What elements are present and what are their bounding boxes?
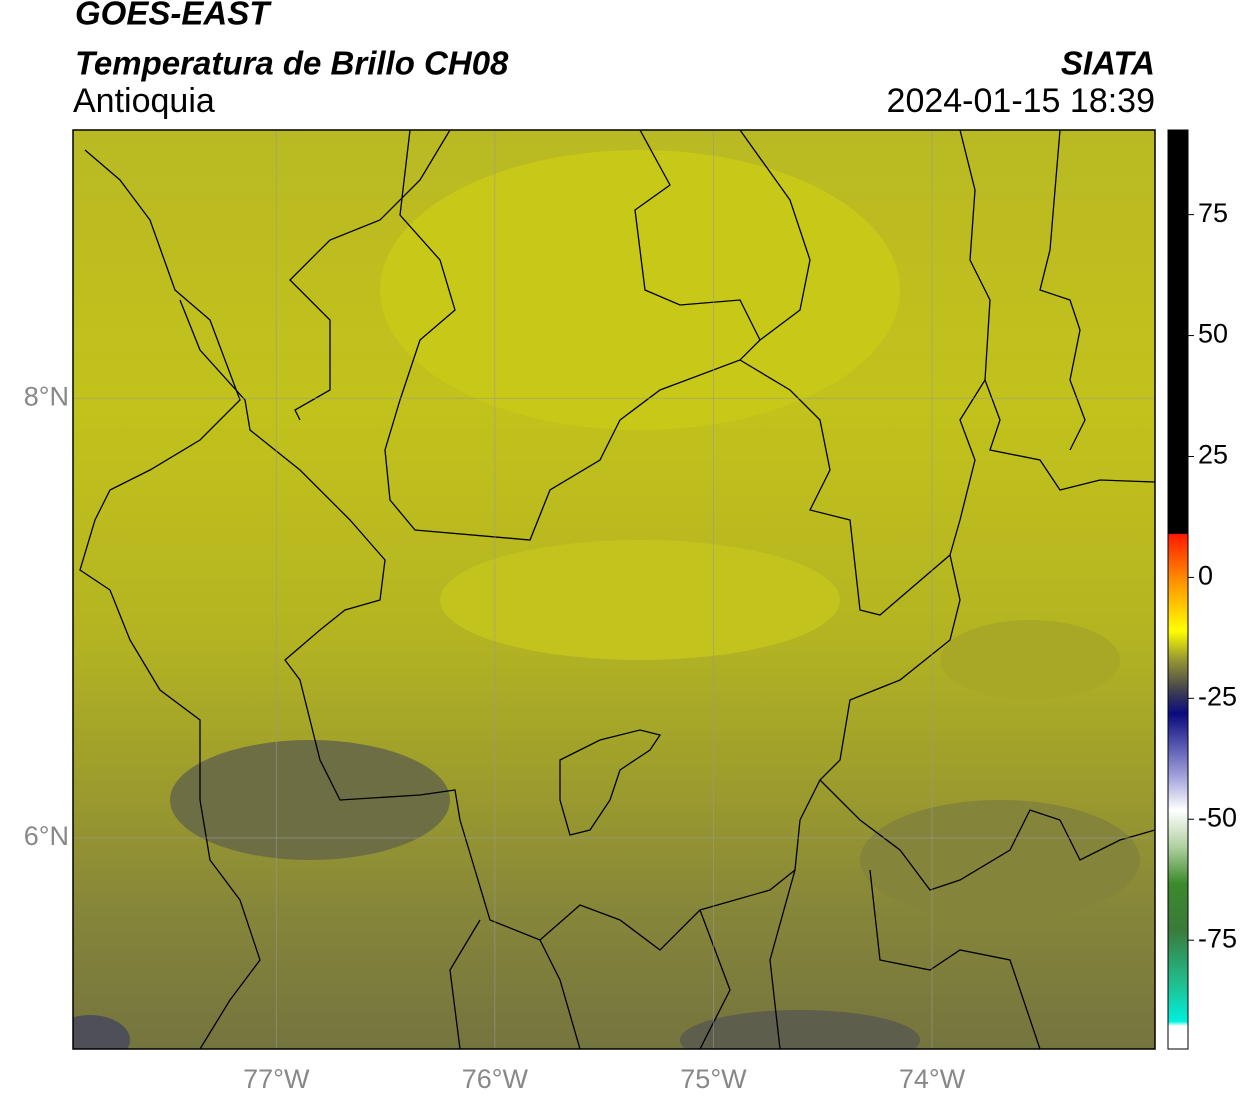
x-tick-label: 74°W [899, 1064, 966, 1094]
y-tick-label: 8°N [24, 381, 69, 411]
border [959, 130, 1155, 491]
field-patch [860, 800, 1140, 920]
graticule [73, 130, 1155, 1049]
colorbar-tick-label: -25 [1198, 681, 1237, 711]
title: GOES-EAST [75, 0, 272, 32]
border [819, 779, 1155, 891]
subtitle: Temperatura de Brillo CH08 [75, 45, 509, 82]
border [634, 130, 761, 341]
field-patch [440, 540, 840, 660]
colorbar-tick-label: 75 [1198, 198, 1228, 228]
field-patch [940, 620, 1120, 700]
y-tick-label: 6°N [24, 821, 69, 851]
region: Antioquia [73, 82, 215, 120]
source: SIATA [1061, 45, 1155, 82]
coast [289, 130, 451, 421]
border [384, 130, 811, 541]
coast [79, 149, 261, 1049]
border [179, 299, 961, 951]
colorbar-tick-label: 50 [1198, 319, 1228, 349]
colorbar-tick-label: -50 [1198, 802, 1237, 832]
x-tick-label: 77°W [243, 1064, 310, 1094]
map-field [73, 130, 1155, 1049]
field-patch [170, 740, 450, 860]
field-patch [380, 150, 900, 430]
colorbar-tick-label: 25 [1198, 440, 1228, 470]
border [1039, 130, 1086, 451]
border [449, 869, 1041, 1049]
x-tick-label: 75°W [680, 1064, 747, 1094]
map-frame [72, 129, 1156, 1050]
colorbar-tick-label: 0 [1198, 561, 1213, 591]
datetime: 2024-01-15 18:39 [887, 82, 1155, 120]
x-tick-label: 76°W [462, 1064, 529, 1094]
border [559, 729, 662, 836]
field-patch [680, 1010, 920, 1049]
colorbar-tick-label: -75 [1198, 923, 1237, 953]
colorbar [1167, 129, 1189, 1050]
border [949, 379, 986, 556]
field-patch [73, 1015, 130, 1049]
